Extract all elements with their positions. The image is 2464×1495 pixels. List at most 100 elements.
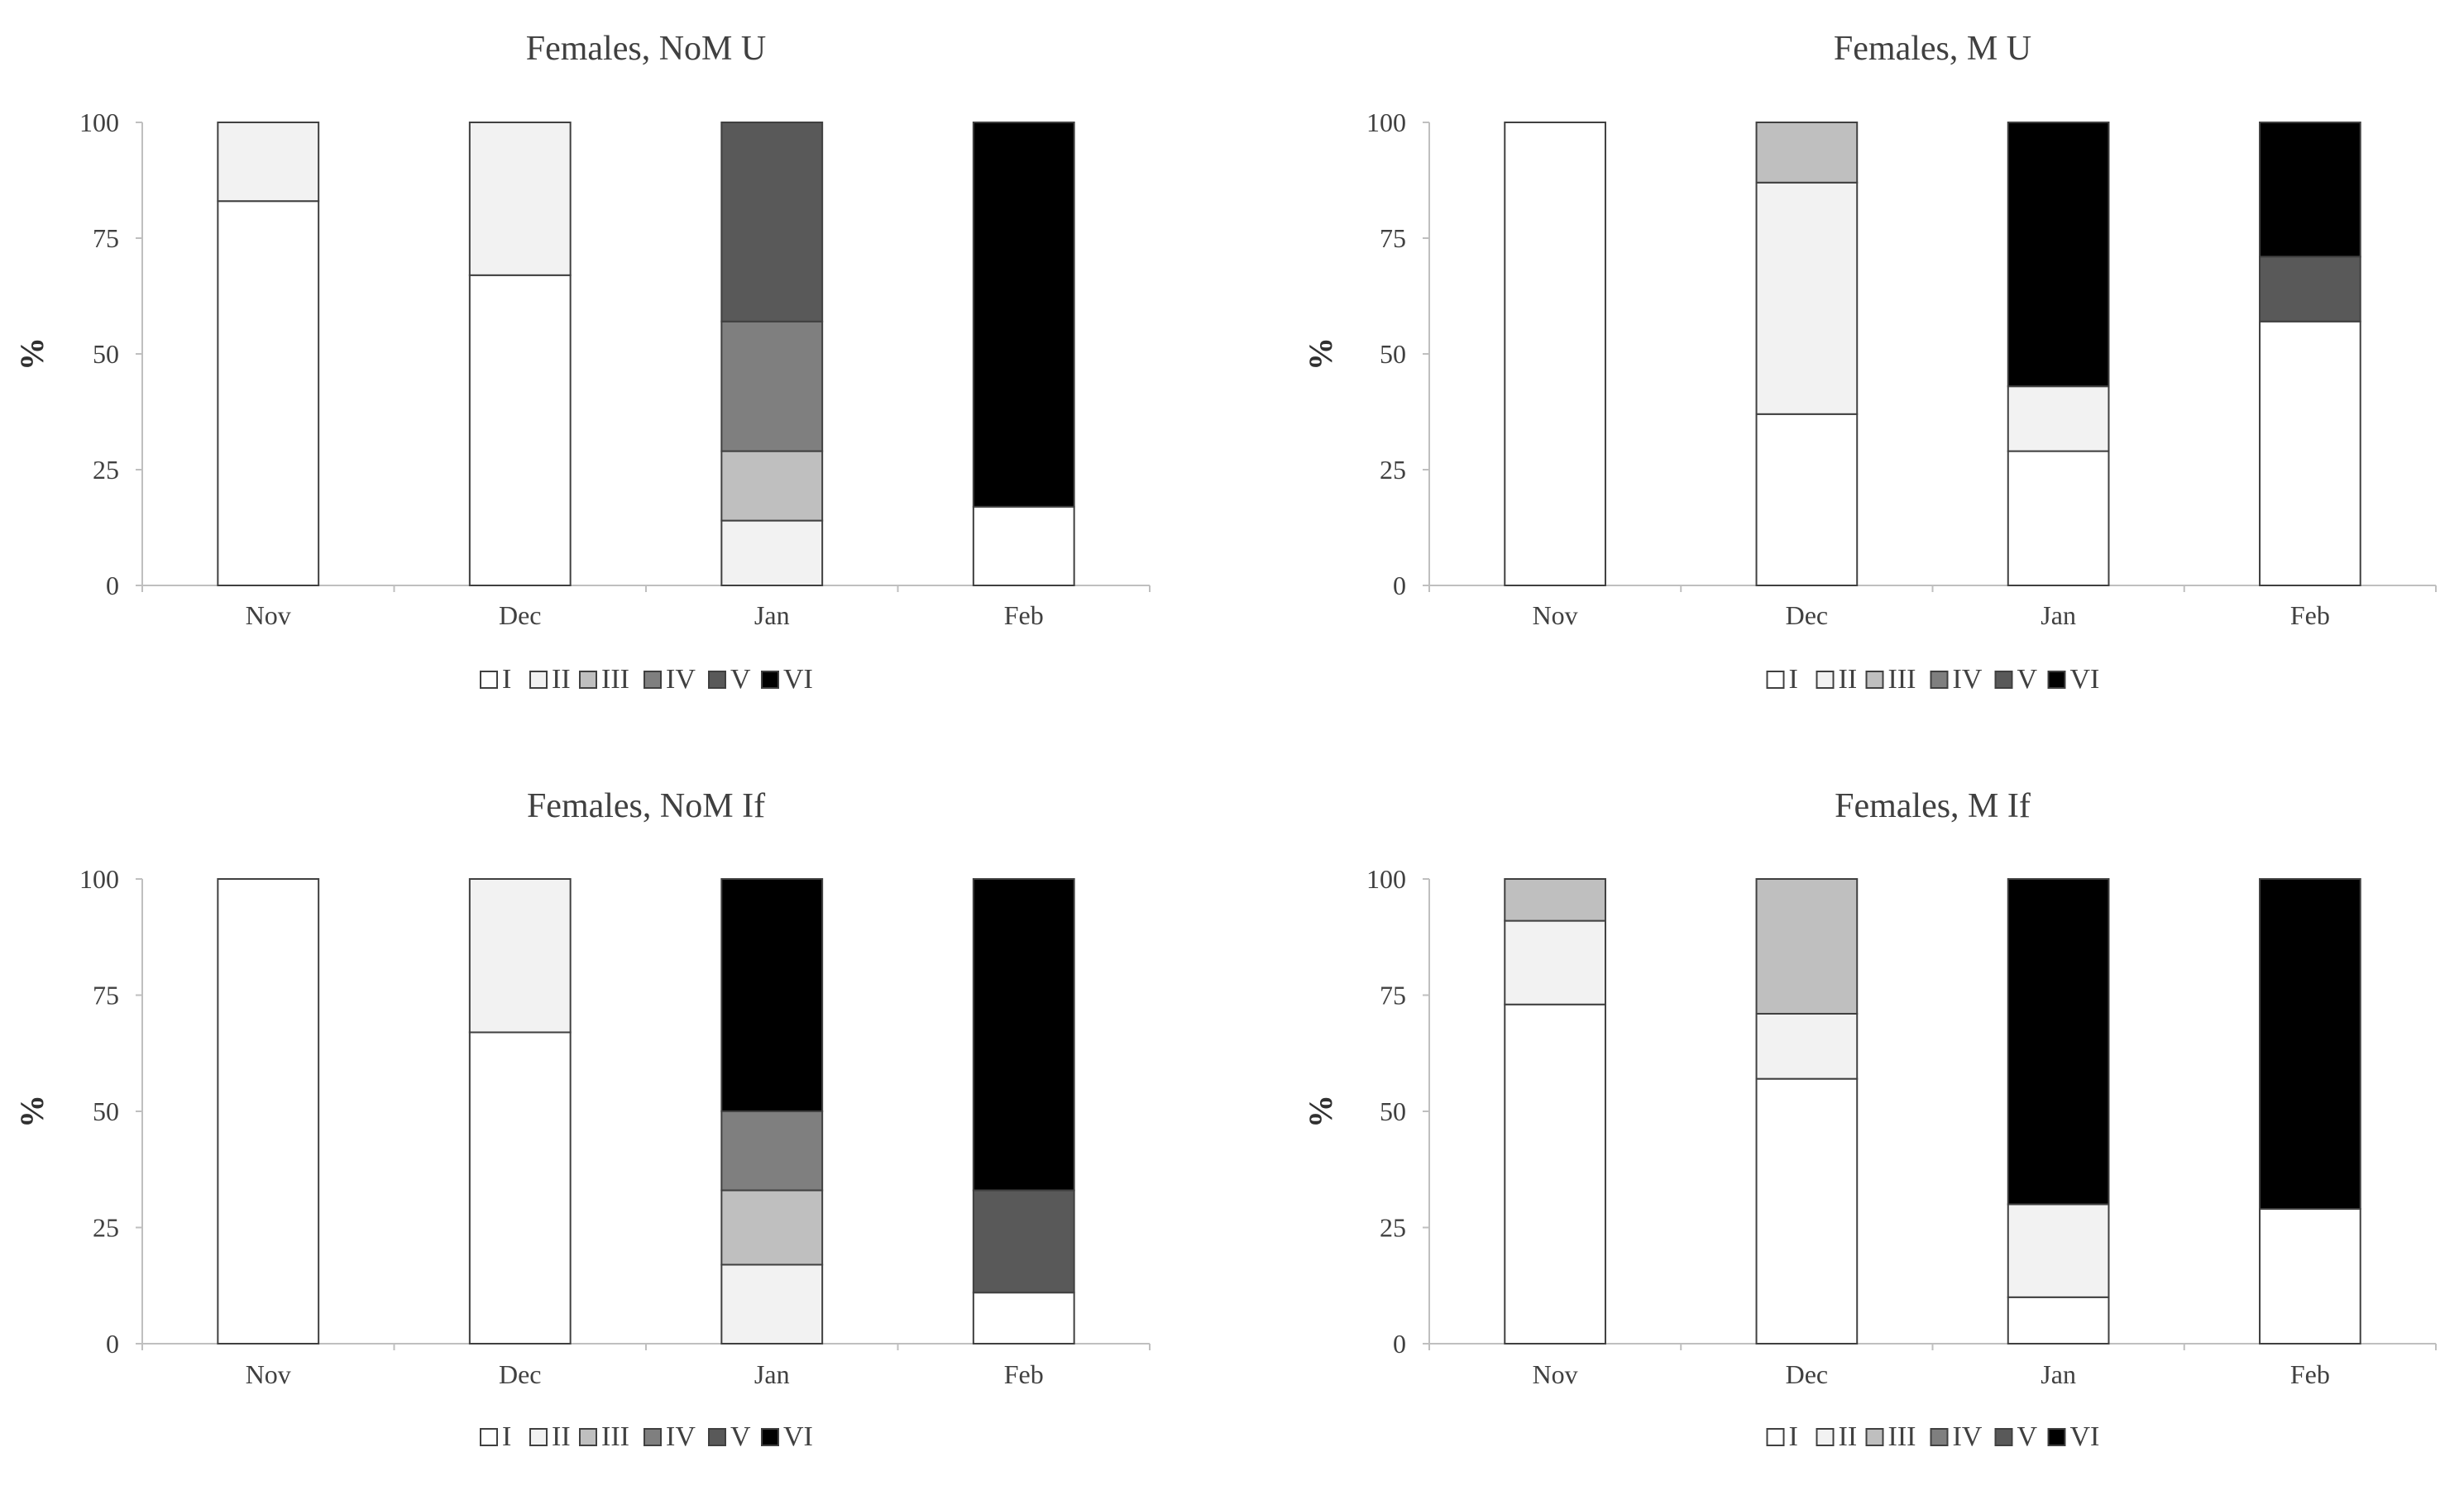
bar-segment-jan-ii bbox=[720, 1263, 824, 1345]
bar-segment-dec-iii bbox=[1755, 122, 1859, 184]
y-tick-label: 100 bbox=[79, 864, 119, 894]
bar-segment-nov-ii bbox=[217, 122, 320, 203]
y-tick-label: 100 bbox=[1366, 864, 1406, 894]
y-tick-label: 100 bbox=[1366, 107, 1406, 137]
legend-swatch-iv bbox=[1930, 1428, 1949, 1446]
bar-segment-feb-vi bbox=[972, 122, 1075, 508]
legend-label-v: V bbox=[730, 664, 751, 695]
bar-segment-feb-i bbox=[972, 1292, 1075, 1345]
y-tick-label: 75 bbox=[93, 223, 119, 253]
legend-label-v: V bbox=[2017, 1421, 2038, 1452]
legend: I II III IV V VI bbox=[1766, 664, 2099, 695]
chart-title: Females, NoM If bbox=[527, 787, 765, 825]
legend-label-vi: VI bbox=[2070, 1421, 2100, 1452]
y-axis-label: % bbox=[1302, 1095, 1339, 1128]
legend-label-ii: II bbox=[552, 1421, 571, 1452]
chart-title: Females, NoM U bbox=[526, 30, 766, 68]
bar-segment-jan-ii bbox=[720, 519, 824, 586]
legend-label-iii: III bbox=[1888, 1421, 1916, 1452]
legend: I II III IV V VI bbox=[480, 1421, 813, 1452]
bar-segment-jan-iv bbox=[720, 1111, 824, 1192]
y-tick-label: 50 bbox=[1380, 339, 1406, 369]
bar-segment-jan-vi bbox=[2007, 878, 2110, 1206]
y-tick-label: 25 bbox=[93, 1213, 119, 1243]
y-tick-label: 25 bbox=[1380, 455, 1406, 485]
x-tick-label: Dec bbox=[1786, 600, 1829, 630]
bar-segment-jan-ii bbox=[2007, 385, 2110, 452]
legend-label-iii: III bbox=[601, 1421, 629, 1452]
legend-swatch-i bbox=[480, 1428, 498, 1446]
bar-segment-nov-i bbox=[1504, 1003, 1606, 1345]
x-tick-label: Dec bbox=[499, 1359, 542, 1389]
x-tick-label: Dec bbox=[499, 600, 542, 630]
y-tick-label: 50 bbox=[93, 1096, 119, 1126]
bar-segment-feb-i bbox=[972, 505, 1075, 586]
x-tick-label: Nov bbox=[1533, 1359, 1578, 1389]
legend-label-vi: VI bbox=[783, 1421, 813, 1452]
legend-swatch-v bbox=[1994, 1428, 2013, 1446]
bar-segment-jan-iv bbox=[720, 320, 824, 452]
y-tick-label: 75 bbox=[1380, 223, 1406, 253]
bar-segment-jan-i bbox=[2007, 1296, 2110, 1345]
y-tick-label: 75 bbox=[93, 981, 119, 1010]
legend-swatch-i bbox=[1766, 671, 1785, 689]
chart-title: Females, M U bbox=[1834, 30, 2031, 68]
legend-label-iv: IV bbox=[666, 1421, 696, 1452]
legend-swatch-v bbox=[1994, 671, 2013, 689]
legend-label-iv: IV bbox=[666, 664, 696, 695]
legend-swatch-v bbox=[708, 1428, 726, 1446]
bar-segment-feb-v bbox=[2259, 256, 2361, 322]
bar-segment-dec-i bbox=[468, 1031, 572, 1345]
legend-label-i: I bbox=[502, 664, 511, 695]
y-axis-label: % bbox=[13, 337, 50, 370]
legend-label-ii: II bbox=[1839, 1421, 1858, 1452]
y-tick-label: 75 bbox=[1380, 981, 1406, 1010]
legend-swatch-ii bbox=[1816, 671, 1835, 689]
legend-swatch-iii bbox=[579, 671, 597, 689]
bar-segment-nov-i bbox=[1504, 122, 1606, 586]
bar-segment-jan-iii bbox=[720, 1189, 824, 1266]
bar-segment-nov-iii bbox=[1504, 878, 1606, 922]
bar-segment-jan-ii bbox=[2007, 1203, 2110, 1298]
x-tick-label: Nov bbox=[1533, 600, 1578, 630]
bar-segment-dec-ii bbox=[1755, 181, 1859, 415]
bar-segment-nov-i bbox=[217, 878, 320, 1345]
legend-swatch-ii bbox=[529, 1428, 548, 1446]
legend-swatch-iv bbox=[644, 1428, 662, 1446]
y-tick-label: 50 bbox=[93, 339, 119, 369]
x-tick-label: Feb bbox=[1004, 600, 1044, 630]
legend-swatch-vi bbox=[2047, 671, 2066, 689]
legend-swatch-vi bbox=[761, 671, 779, 689]
y-tick-label: 0 bbox=[106, 1329, 119, 1359]
legend: I II III IV V VI bbox=[480, 664, 813, 695]
bar-segment-feb-i bbox=[2259, 320, 2361, 586]
legend-swatch-ii bbox=[1816, 1428, 1835, 1446]
legend-swatch-vi bbox=[761, 1428, 779, 1446]
bar-segment-jan-iii bbox=[720, 450, 824, 522]
bar-segment-dec-ii bbox=[1755, 1012, 1859, 1080]
legend: I II III IV V VI bbox=[1766, 1421, 2100, 1452]
x-tick-label: Feb bbox=[2290, 600, 2330, 630]
x-tick-label: Jan bbox=[2041, 1359, 2076, 1389]
x-tick-label: Feb bbox=[1004, 1359, 1044, 1389]
legend-label-iii: III bbox=[1888, 664, 1916, 695]
bar-segment-dec-i bbox=[468, 274, 572, 586]
legend-swatch-iv bbox=[644, 671, 662, 689]
y-tick-label: 50 bbox=[1380, 1096, 1406, 1126]
legend-label-i: I bbox=[502, 1421, 511, 1452]
y-tick-label: 100 bbox=[79, 107, 119, 137]
y-tick-label: 0 bbox=[1393, 1329, 1406, 1359]
bar-segment-dec-ii bbox=[468, 122, 572, 276]
legend-label-vi: VI bbox=[783, 664, 813, 695]
y-tick-label: 25 bbox=[93, 455, 119, 485]
legend-label-v: V bbox=[2017, 664, 2038, 695]
legend-label-ii: II bbox=[552, 664, 571, 695]
legend-swatch-iii bbox=[1865, 1428, 1884, 1446]
bar-segment-feb-i bbox=[2259, 1208, 2361, 1345]
legend-swatch-v bbox=[708, 671, 726, 689]
